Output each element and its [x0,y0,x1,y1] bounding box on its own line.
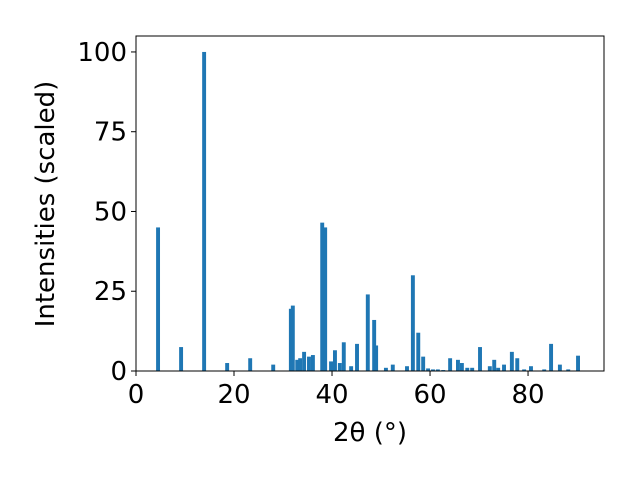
bar [349,366,354,371]
bar [365,294,370,371]
bar [496,367,501,371]
x-tick-label: 0 [128,380,145,410]
y-tick-label: 0 [110,357,127,387]
y-tick-label: 75 [94,118,127,148]
bar [333,350,337,371]
bar [448,358,453,371]
bar [329,361,334,371]
x-tick-label: 40 [315,380,348,410]
plot-frame [135,35,605,372]
bar [374,345,379,371]
bar [522,369,527,371]
bar [487,366,492,371]
x-tick-label: 80 [511,380,544,410]
bar [529,366,533,371]
bar [320,222,325,371]
bar [459,363,464,371]
bar [295,359,300,371]
bar [435,369,440,371]
bar [576,355,580,371]
bar [465,367,470,371]
bar [225,363,230,371]
y-tick-label: 100 [77,38,127,68]
bar [509,351,514,371]
x-axis-label: 2θ (°) [333,418,407,448]
bar [310,355,315,371]
y-axis-label: Intensities (scaled) [31,81,61,328]
bar [416,332,421,371]
bar [323,227,328,371]
bar [298,358,303,371]
bar [566,369,571,371]
bar [470,367,475,371]
x-tick-label: 60 [413,380,446,410]
bar [290,305,295,371]
bar [492,359,497,371]
x-tick-label: 20 [217,380,250,410]
bar [405,366,409,371]
bar [431,369,435,371]
bar [383,367,388,371]
bar [202,51,207,371]
bar [515,358,520,371]
bar [410,275,415,371]
bar [341,342,346,371]
bar [337,363,342,371]
bar [307,356,311,371]
bar [542,369,547,371]
bar [179,347,184,371]
bar [390,364,395,371]
bar [355,343,359,371]
bar [248,358,253,371]
bar [478,347,482,371]
y-tick-label: 25 [94,277,127,307]
bar [502,364,506,371]
bar [302,351,307,371]
bar [156,227,161,371]
bar [557,364,562,371]
bar [421,356,426,371]
y-tick-label: 50 [94,197,127,227]
bar [426,368,431,371]
bar [271,364,276,371]
bar [549,343,554,371]
bar [456,359,460,371]
